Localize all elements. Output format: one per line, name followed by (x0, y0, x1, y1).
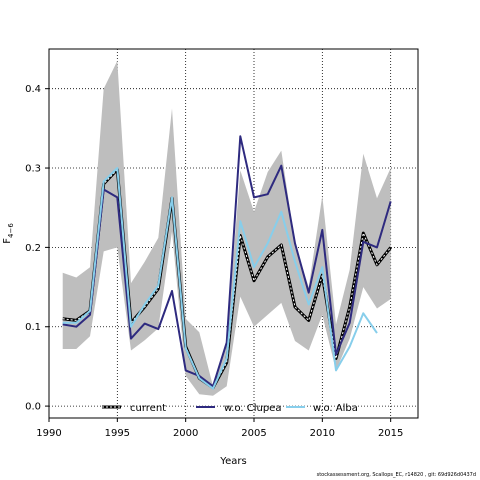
legend-item-wo-clupea: w.o. Clupea (196, 403, 281, 414)
x-tick-label: 2005 (241, 428, 266, 439)
legend-label: w.o. Alba (313, 403, 358, 414)
x-ticks: 1990 1995 2000 2005 2010 2015 (36, 418, 403, 439)
legend-item-current: current (102, 403, 166, 414)
x-tick-label: 1990 (36, 428, 61, 439)
y-axis-label-main: F (2, 238, 13, 244)
y-axis-label: F4−6 (2, 223, 15, 244)
x-tick-label: 2010 (310, 428, 335, 439)
confidence-band-group (62, 60, 391, 396)
y-tick-label: 0.2 (25, 243, 41, 254)
y-axis-label-sub: 4−6 (7, 223, 15, 238)
legend-label: w.o. Clupea (224, 403, 281, 414)
footer-credit: stockassessment.org, Scallops_EC, r14820… (316, 472, 476, 478)
x-tick-label: 2015 (378, 428, 403, 439)
series-line-wo-alba (62, 167, 378, 390)
x-tick-label: 1995 (105, 428, 130, 439)
y-ticks: 0.0 0.1 0.2 0.3 0.4 (25, 84, 49, 413)
legend-label: current (130, 403, 166, 414)
x-tick-label: 2000 (173, 428, 198, 439)
y-tick-label: 0.0 (25, 402, 41, 413)
y-tick-label: 0.1 (25, 322, 41, 333)
confidence-band (62, 60, 391, 396)
legend-item-wo-alba: w.o. Alba (286, 403, 358, 414)
legend: current w.o. Clupea w.o. Alba (102, 403, 358, 414)
x-axis-label: Years (219, 456, 246, 467)
y-tick-label: 0.4 (25, 84, 41, 95)
y-tick-label: 0.3 (25, 164, 41, 175)
series-lines (62, 135, 392, 390)
series-line-wo-clupea (62, 135, 392, 388)
plot-frame (48, 48, 419, 419)
